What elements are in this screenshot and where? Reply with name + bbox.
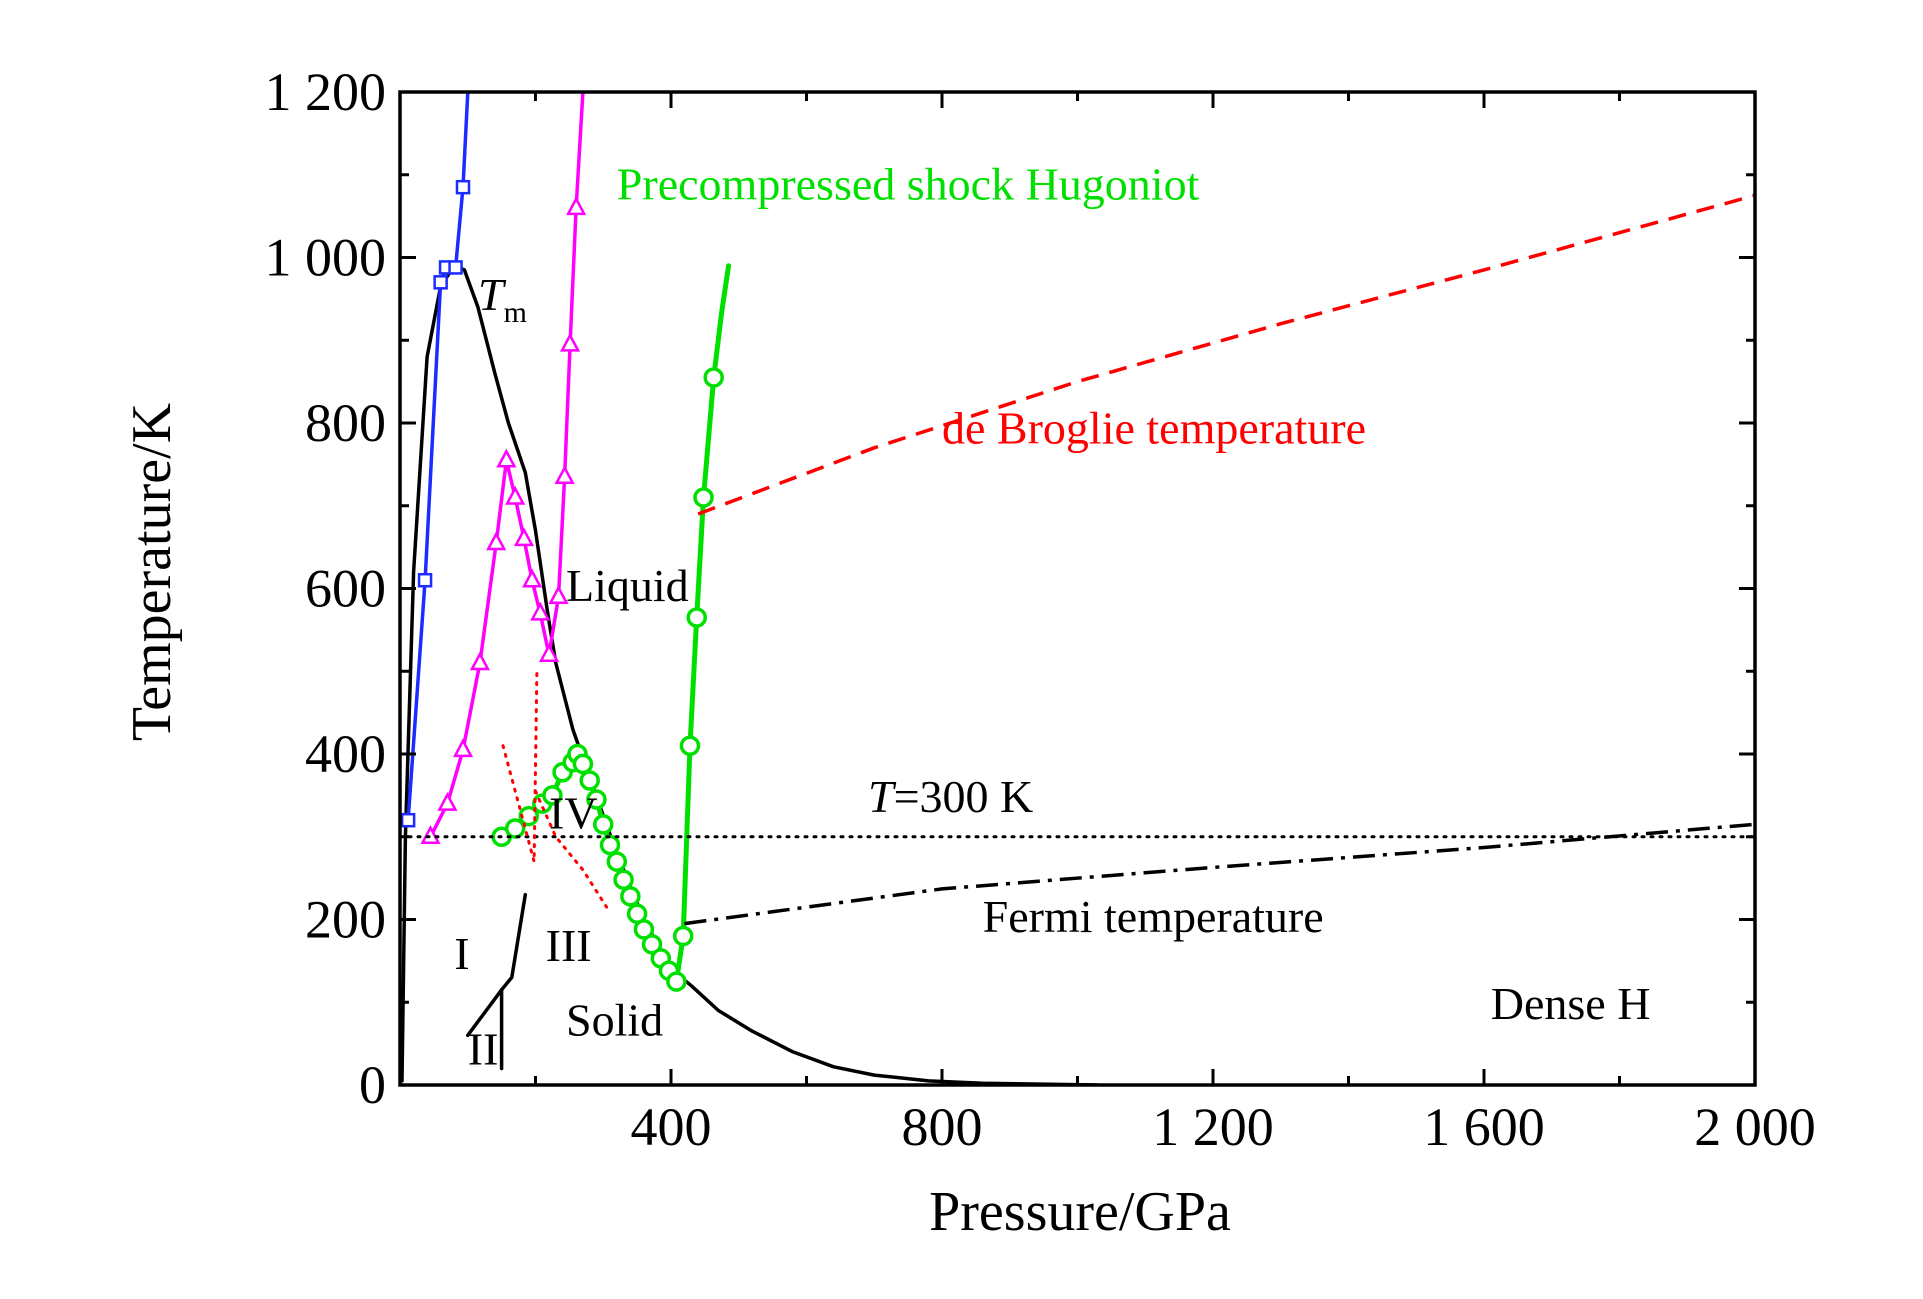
marker-triangle-7 bbox=[513, 527, 535, 547]
tm-main: T bbox=[478, 269, 507, 320]
marker-square-4 bbox=[448, 260, 463, 275]
x-tick-label-400: 400 bbox=[631, 1097, 712, 1157]
marker-triangle-14 bbox=[566, 196, 587, 216]
marker-circle-26 bbox=[703, 367, 724, 388]
marker-square-0 bbox=[400, 812, 416, 828]
marker-circle-12 bbox=[599, 834, 621, 856]
annotation-de-broglie: de Broglie temperature bbox=[942, 403, 1366, 454]
marker-triangle-5 bbox=[496, 448, 517, 468]
x-tick-label-2000: 2 000 bbox=[1694, 1097, 1816, 1157]
marker-circle-21 bbox=[666, 971, 687, 992]
marker-circle-1 bbox=[504, 818, 526, 839]
annotation-liquid: Liquid bbox=[566, 560, 689, 611]
marker-triangle-8 bbox=[522, 568, 543, 588]
marker-circle-25 bbox=[693, 487, 714, 508]
y-tick-label-1000: 1 000 bbox=[265, 228, 387, 288]
marker-circle-18 bbox=[641, 934, 663, 955]
t300-rest: =300 K bbox=[894, 771, 1034, 822]
marker-triangle-12 bbox=[554, 465, 575, 485]
t300-italic: T bbox=[868, 771, 897, 822]
marker-triangle-0 bbox=[420, 825, 441, 844]
annotation-t300: T=300 K bbox=[868, 771, 1033, 822]
x-tick-label-1200: 1 200 bbox=[1152, 1097, 1274, 1157]
marker-circle-2 bbox=[518, 805, 539, 827]
marker-square-5 bbox=[455, 179, 471, 195]
series-line-phase-boundary-i-iii bbox=[466, 892, 528, 1038]
marker-triangle-1 bbox=[437, 791, 458, 811]
marker-circle-17 bbox=[633, 919, 655, 940]
x-axis-title: Pressure/GPa bbox=[929, 1181, 1231, 1243]
marker-circle-9 bbox=[579, 770, 600, 791]
marker-circle-14 bbox=[613, 869, 634, 891]
marker-circle-4 bbox=[542, 785, 563, 806]
annotation-phase-i: I bbox=[454, 928, 469, 979]
annotation-fermi: Fermi temperature bbox=[983, 891, 1324, 942]
marker-triangle-9 bbox=[530, 601, 551, 621]
marker-triangle-3 bbox=[469, 651, 491, 671]
axis-layer: 400 800 1 200 1 600 2 000 0 200 400 600 800 1 000 1… bbox=[265, 62, 1816, 1157]
marker-circle-15 bbox=[620, 886, 641, 907]
marker-triangle-11 bbox=[548, 585, 569, 605]
marker-circle-13 bbox=[606, 851, 628, 872]
annotation-phase-iv: IV bbox=[549, 787, 598, 838]
series-line-red-dotted-boundary-upper bbox=[501, 669, 539, 864]
y-tick-label-200: 200 bbox=[305, 890, 386, 950]
marker-circle-23 bbox=[679, 735, 701, 756]
y-tick-label-400: 400 bbox=[305, 724, 386, 784]
annotation-tm: Tm bbox=[478, 269, 527, 329]
marker-circle-8 bbox=[572, 753, 594, 775]
x-tick-label-800: 800 bbox=[902, 1097, 983, 1157]
marker-triangle-4 bbox=[486, 531, 507, 551]
y-tick-label-800: 800 bbox=[305, 393, 386, 453]
series-line-red-dotted-boundary-lower bbox=[534, 789, 609, 909]
marker-circle-11 bbox=[593, 814, 614, 835]
x-tick-label-1600: 1 600 bbox=[1423, 1097, 1545, 1157]
marker-square-1 bbox=[417, 572, 433, 588]
annotation-phase-iii: III bbox=[546, 920, 592, 971]
annotation-dense-h: Dense H bbox=[1491, 978, 1651, 1029]
marker-circle-22 bbox=[672, 925, 694, 947]
marker-triangle-6 bbox=[505, 485, 526, 505]
series-line-fermi-temperature bbox=[684, 822, 1755, 926]
y-axis-title: Temperature/K bbox=[121, 403, 183, 741]
marker-triangle-10 bbox=[538, 643, 560, 662]
y-tick-label-0: 0 bbox=[359, 1055, 386, 1115]
marker-triangle-2 bbox=[452, 738, 474, 758]
series-layer bbox=[400, 92, 1755, 1085]
annotation-phase-ii: II bbox=[468, 1023, 499, 1074]
marker-triangle-13 bbox=[559, 332, 581, 352]
marker-circle-24 bbox=[686, 607, 707, 628]
y-tick-label-1200: 1 200 bbox=[265, 62, 387, 122]
series-line-magenta-triangles bbox=[428, 92, 585, 839]
marker-square-2 bbox=[433, 275, 448, 290]
y-tick-label-600: 600 bbox=[305, 559, 386, 619]
series-line-de-broglie-temperature bbox=[697, 193, 1755, 516]
annotation-hugoniot: Precompressed shock Hugoniot bbox=[617, 159, 1200, 210]
annotation-solid: Solid bbox=[566, 994, 663, 1045]
marker-circle-10 bbox=[586, 789, 607, 810]
tm-subscript: m bbox=[504, 296, 527, 329]
